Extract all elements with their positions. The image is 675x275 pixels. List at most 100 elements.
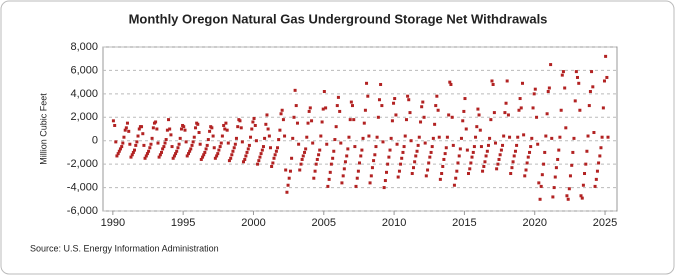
point <box>161 147 165 151</box>
point <box>408 111 412 115</box>
point <box>274 149 278 153</box>
point <box>311 141 315 145</box>
point <box>227 159 231 163</box>
point <box>451 143 455 147</box>
point <box>429 150 433 154</box>
point <box>441 164 445 168</box>
point <box>457 154 461 158</box>
x-tick-label: 2025 <box>593 217 617 229</box>
point <box>605 75 609 79</box>
point <box>515 143 519 147</box>
point <box>230 153 234 157</box>
point <box>291 136 295 140</box>
point <box>272 156 276 160</box>
point <box>229 156 233 160</box>
point <box>523 174 527 178</box>
point <box>481 169 485 173</box>
point <box>540 173 544 177</box>
point <box>406 94 410 98</box>
point <box>223 127 227 131</box>
point <box>314 162 318 166</box>
point <box>268 146 272 150</box>
point <box>188 149 192 153</box>
point <box>172 154 176 158</box>
point <box>516 135 520 139</box>
point <box>409 139 413 143</box>
point <box>557 148 561 152</box>
point <box>459 136 463 140</box>
point <box>402 145 406 149</box>
point <box>472 145 476 149</box>
point <box>394 113 398 117</box>
point <box>566 197 570 201</box>
point <box>197 131 201 135</box>
point <box>414 154 418 158</box>
point <box>216 152 220 156</box>
point <box>224 121 228 125</box>
point <box>198 142 202 146</box>
point <box>442 157 446 161</box>
point <box>519 106 523 110</box>
y-tick-label: -4,000 <box>67 181 98 193</box>
point <box>120 145 124 149</box>
point <box>387 155 391 159</box>
point <box>499 148 503 152</box>
point <box>220 134 224 138</box>
x-tick-label: 1990 <box>101 217 125 229</box>
point <box>174 152 178 156</box>
point <box>321 107 325 111</box>
point <box>231 149 235 153</box>
point <box>367 134 371 138</box>
point <box>503 111 507 115</box>
point <box>400 156 404 160</box>
point <box>277 138 281 142</box>
point <box>597 161 601 165</box>
point <box>529 145 533 149</box>
point <box>158 153 162 157</box>
point <box>456 161 460 165</box>
point <box>536 142 540 146</box>
point <box>169 133 173 137</box>
point <box>233 142 237 146</box>
source: Source: U.S. Energy Information Administ… <box>30 243 219 253</box>
point <box>201 155 205 159</box>
point <box>377 98 381 102</box>
point <box>606 135 610 139</box>
point <box>155 127 159 131</box>
point <box>470 155 474 159</box>
point <box>191 140 195 144</box>
chart-title: Monthly Oregon Natural Gas Underground S… <box>129 11 548 26</box>
point <box>483 160 487 164</box>
point <box>538 197 542 201</box>
point <box>580 196 584 200</box>
point <box>299 162 303 166</box>
point <box>570 163 574 167</box>
point <box>389 136 393 140</box>
point <box>199 157 203 161</box>
point <box>165 128 169 132</box>
point <box>241 160 245 164</box>
point <box>325 142 329 146</box>
point <box>427 161 431 165</box>
point <box>117 149 121 153</box>
point <box>448 80 452 84</box>
point <box>530 136 534 140</box>
point <box>601 106 605 110</box>
point <box>284 168 288 172</box>
point <box>392 101 396 105</box>
point <box>208 129 212 133</box>
point <box>244 154 248 158</box>
point <box>253 123 257 127</box>
point <box>397 169 401 173</box>
point <box>444 146 448 150</box>
point <box>211 134 215 138</box>
point <box>544 134 548 138</box>
point <box>160 150 164 154</box>
point <box>543 150 547 154</box>
point <box>556 157 560 161</box>
point <box>315 157 319 161</box>
point <box>445 135 449 139</box>
point <box>385 170 389 174</box>
point <box>496 162 500 166</box>
